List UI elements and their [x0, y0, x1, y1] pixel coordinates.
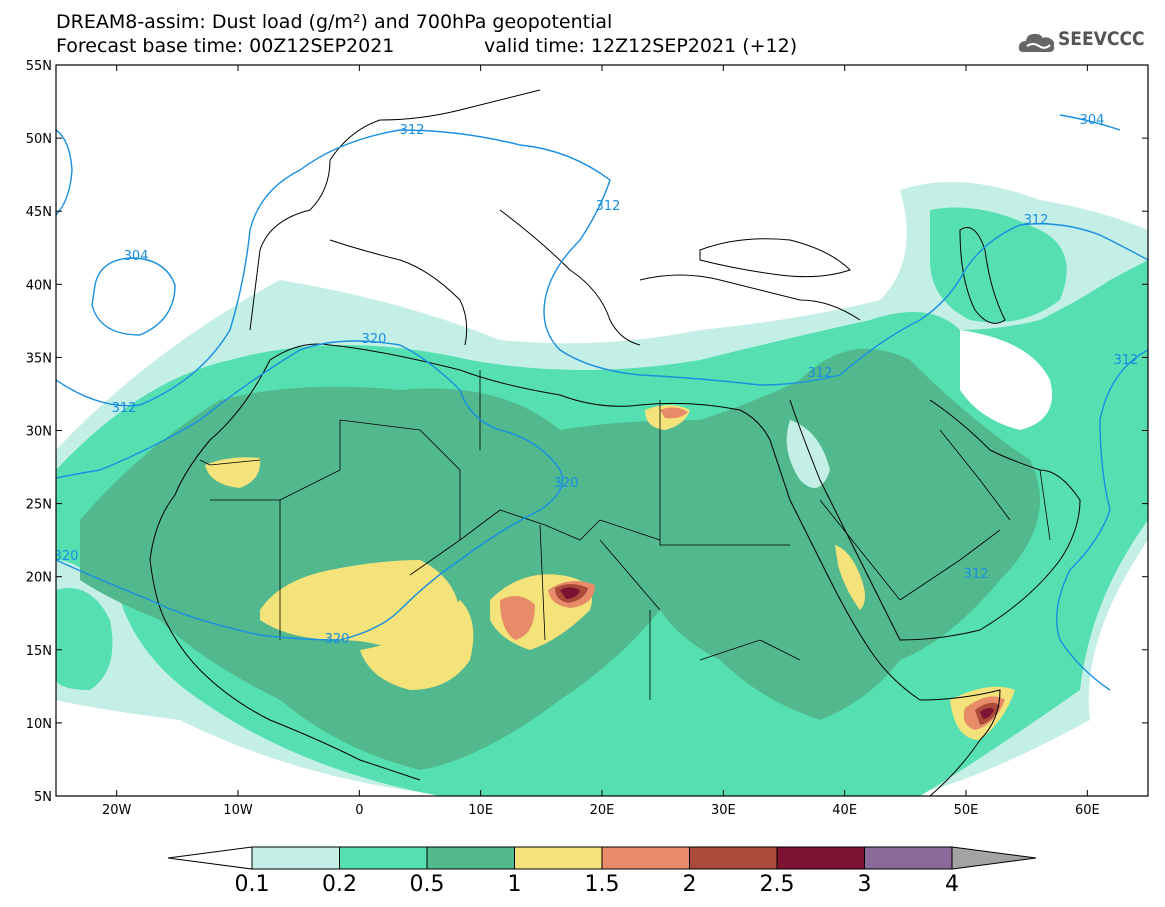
arabia-coast: [789, 399, 1081, 641]
contour-label: 320: [325, 632, 350, 647]
cloud-logo-icon: [1018, 33, 1055, 52]
colorbar-over-triangle: [951, 846, 1037, 870]
contour-label: 304: [124, 249, 149, 264]
lon-label: 60E: [1075, 803, 1100, 818]
dust-clear-persia: [960, 330, 1052, 430]
contour-label: 320: [554, 476, 579, 491]
contour-label: 312: [808, 366, 833, 381]
lat-label: 15N: [26, 644, 52, 659]
dust-region-0-1-north: [930, 207, 1067, 323]
geopotential-contours: [56, 114, 1148, 691]
black-sea-coast: [699, 238, 851, 278]
dust-field: [56, 182, 1148, 796]
lat-label: 50N: [26, 132, 52, 147]
lat-label: 25N: [26, 498, 52, 513]
lon-labels: 20W 10W 0 10E 20E 30E 40E 50E 60E: [102, 803, 1100, 818]
lat-label: 45N: [26, 205, 52, 220]
border-lines: [199, 370, 1051, 700]
colorbar-label: 4: [945, 872, 959, 897]
dust-region-1-morocco: [205, 457, 261, 488]
borders: [199, 370, 1051, 700]
lon-label: 10W: [223, 803, 253, 818]
lon-label: 20W: [102, 803, 132, 818]
contour-label: 312: [1024, 213, 1049, 228]
lat-label: 35N: [26, 351, 52, 366]
contour-label: 320: [54, 549, 79, 564]
lon-label: 0: [355, 803, 363, 818]
map-title: DREAM8-assim: Dust load (g/m²) and 700hP…: [56, 11, 613, 33]
colorbar-segment: [689, 846, 778, 870]
lat-label: 20N: [26, 571, 52, 586]
base-time: Forecast base time: 00Z12SEP2021: [56, 35, 395, 57]
contour-304-ne: [1059, 114, 1121, 131]
colorbar-segment: [514, 846, 603, 870]
colorbar-segment: [864, 846, 953, 870]
colorbar-segment: [339, 846, 428, 870]
lon-label: 50E: [954, 803, 979, 818]
coastlines: [149, 89, 1081, 796]
contour-312-west: [56, 129, 1148, 407]
lon-label: 20E: [590, 803, 615, 818]
europe-coast: [249, 89, 861, 346]
contour-label: 312: [964, 567, 989, 582]
logo-text: SEEVCCC: [1058, 28, 1145, 50]
lon-label: 40E: [832, 803, 857, 818]
lon-label: 10E: [468, 803, 493, 818]
contour-312-east: [1055, 349, 1148, 691]
colorbar-segment: [601, 846, 690, 870]
lat-label: 10N: [26, 717, 52, 732]
colorbar-label: 2: [682, 872, 697, 897]
caspian-coast: [959, 227, 1006, 324]
colorbar-label: 2.5: [759, 872, 795, 897]
colorbar-label: 1: [507, 872, 522, 897]
lon-label: 30E: [711, 803, 736, 818]
west-africa-coast: [149, 559, 421, 781]
lat-labels: 55N 50N 45N 40N 35N 30N 25N 20N 15N 10N 5N: [26, 59, 52, 805]
colorbar-label: 0.5: [409, 872, 445, 897]
colorbar-segment: [251, 846, 340, 870]
contour-label: 312: [400, 123, 425, 138]
lat-label: 55N: [26, 59, 52, 74]
contour-label: 312: [112, 401, 137, 416]
lat-label: 30N: [26, 425, 52, 440]
colorbar: [167, 846, 1037, 870]
colorbar-segment: [426, 846, 515, 870]
dust-region-0-2-west: [56, 588, 113, 690]
contour-label: 312: [596, 199, 621, 214]
dust-region-1-niger: [360, 600, 474, 690]
axis-ticks: [56, 64, 1148, 797]
africa-coast: [149, 343, 1001, 796]
colorbar-label: 1.5: [584, 872, 620, 897]
colorbar-under-triangle: [167, 846, 253, 870]
dust-clear-gulf: [786, 420, 830, 488]
lat-label: 40N: [26, 278, 52, 293]
lat-label: 5N: [34, 790, 52, 805]
contour-label: 320: [362, 332, 387, 347]
contour-labels: 312 312 304 312 304 320 320 320 320 312 …: [54, 113, 1139, 647]
map-area: 312 312 304 312 304 320 320 320 320 312 …: [54, 65, 1148, 796]
dust-region-1-eritrea: [835, 545, 865, 610]
colorbar-label: 0.2: [322, 872, 357, 897]
time-info: Forecast base time: 00Z12SEP2021 valid ti…: [56, 35, 797, 57]
contour-label: 304: [1080, 113, 1105, 128]
colorbar-label: 0.1: [234, 872, 270, 897]
valid-time: valid time: 12Z12SEP2021 (+12): [484, 35, 798, 57]
contour-304-loop: [91, 257, 176, 336]
colorbar-segment: [776, 846, 865, 870]
contour-312-nw: [56, 129, 73, 216]
colorbar-label: 3: [857, 872, 872, 897]
contour-label: 312: [1114, 353, 1139, 368]
contour-320: [56, 340, 564, 641]
